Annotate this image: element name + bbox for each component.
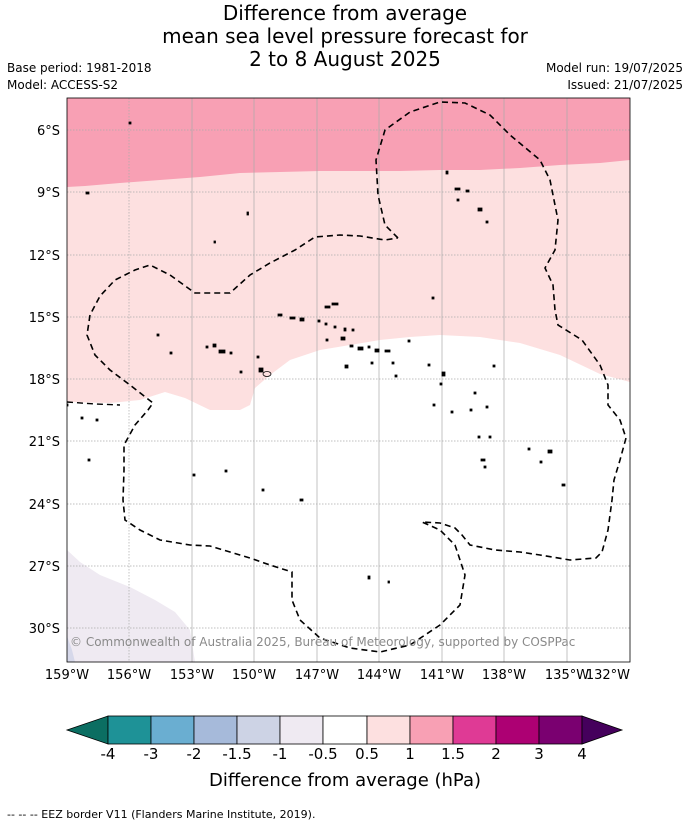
lon-tick-label: 156°W xyxy=(107,668,151,683)
lat-tick-label: 21°S xyxy=(29,435,60,450)
colorbar-segment xyxy=(150,715,195,745)
lon-tick-label: 159°W xyxy=(45,668,89,683)
colorbar-segment xyxy=(452,715,497,745)
colorbar-segment-over xyxy=(581,715,624,745)
colorbar-segment xyxy=(236,715,281,745)
map-title-line-3: 2 to 8 August 2025 xyxy=(249,47,441,71)
lat-tick-label: 12°S xyxy=(29,249,60,264)
lon-tick-label: 135°W xyxy=(545,668,589,683)
lon-tick-label: 141°W xyxy=(420,668,464,683)
lon-tick-label: 147°W xyxy=(295,668,339,683)
eez-footnote: -- -- -- EEZ border V11 (Flanders Marine… xyxy=(7,808,316,821)
lon-tick-label: 150°W xyxy=(232,668,276,683)
colorbar-segment xyxy=(366,715,411,745)
eez-border-west-fragment xyxy=(67,401,121,406)
colorbar-label: -1.5 xyxy=(222,745,252,763)
anomaly-band-neg-0.5-to-neg-1 xyxy=(67,550,195,662)
lon-tick-label: 132°W xyxy=(586,668,630,683)
copyright-notice: © Commonwealth of Australia 2025, Bureau… xyxy=(70,635,575,649)
colorbar-segment xyxy=(193,715,238,745)
base-period-label: Base period: 1981-2018 xyxy=(7,61,152,75)
colorbar-label: -4 xyxy=(100,745,116,763)
colorbar-label: 2 xyxy=(491,745,501,763)
lat-tick-label: 9°S xyxy=(37,186,60,201)
colorbar-title: Difference from average (hPa) xyxy=(208,770,482,791)
islands xyxy=(67,121,566,584)
eez-border-french-polynesia xyxy=(86,101,627,653)
colorbar-segment xyxy=(107,715,152,745)
lat-tick-label: 30°S xyxy=(29,622,60,637)
lat-tick-label: 27°S xyxy=(29,560,60,575)
model-run-label: Model run: 19/07/2025 xyxy=(545,61,683,75)
lat-tick-label: 15°S xyxy=(29,311,60,326)
lat-tick-label: 18°S xyxy=(29,373,60,388)
colorbar-label: -2 xyxy=(186,745,202,763)
colorbar-label: -1 xyxy=(272,745,288,763)
model-label: Model: ACCESS-S2 xyxy=(7,78,119,92)
lon-tick-label: 144°W xyxy=(357,668,401,683)
colorbar-segment xyxy=(409,715,454,745)
lat-tick-label: 24°S xyxy=(29,498,60,513)
latitude-tick-labels: 6°S 9°S 12°S 15°S 18°S 21°S 24°S 27°S 30… xyxy=(29,124,60,637)
longitude-tick-labels: 159°W 156°W 153°W 150°W 147°W 144°W 141°… xyxy=(45,668,630,683)
colorbar-label: 0.5 xyxy=(355,745,379,763)
anomaly-band-1-to-1.5 xyxy=(67,98,630,187)
colorbar-segment xyxy=(279,715,324,745)
colorbar-segment xyxy=(322,715,368,745)
colorbar-segment xyxy=(495,715,540,745)
colorbar-label: 4 xyxy=(577,745,587,763)
anomaly-band-neg-1-to-neg-1.5 xyxy=(67,636,75,662)
colorbar-label: 3 xyxy=(534,745,544,763)
map-title-line-2: mean sea level pressure forecast for xyxy=(162,24,528,48)
colorbar-segment-under xyxy=(65,715,109,745)
lon-tick-label: 138°W xyxy=(482,668,526,683)
issued-label: Issued: 21/07/2025 xyxy=(567,78,683,92)
colorbar-label: 1 xyxy=(405,745,415,763)
colorbar-label: -3 xyxy=(143,745,159,763)
map-title-line-1: Difference from average xyxy=(222,1,468,25)
lat-tick-label: 6°S xyxy=(37,124,60,139)
colorbar-label: -0.5 xyxy=(308,745,338,763)
lon-tick-label: 153°W xyxy=(170,668,214,683)
colorbar-label: 1.5 xyxy=(441,745,465,763)
colorbar xyxy=(65,715,624,745)
colorbar-segment xyxy=(538,715,583,745)
map-frame xyxy=(66,97,631,663)
graticule xyxy=(67,98,630,662)
